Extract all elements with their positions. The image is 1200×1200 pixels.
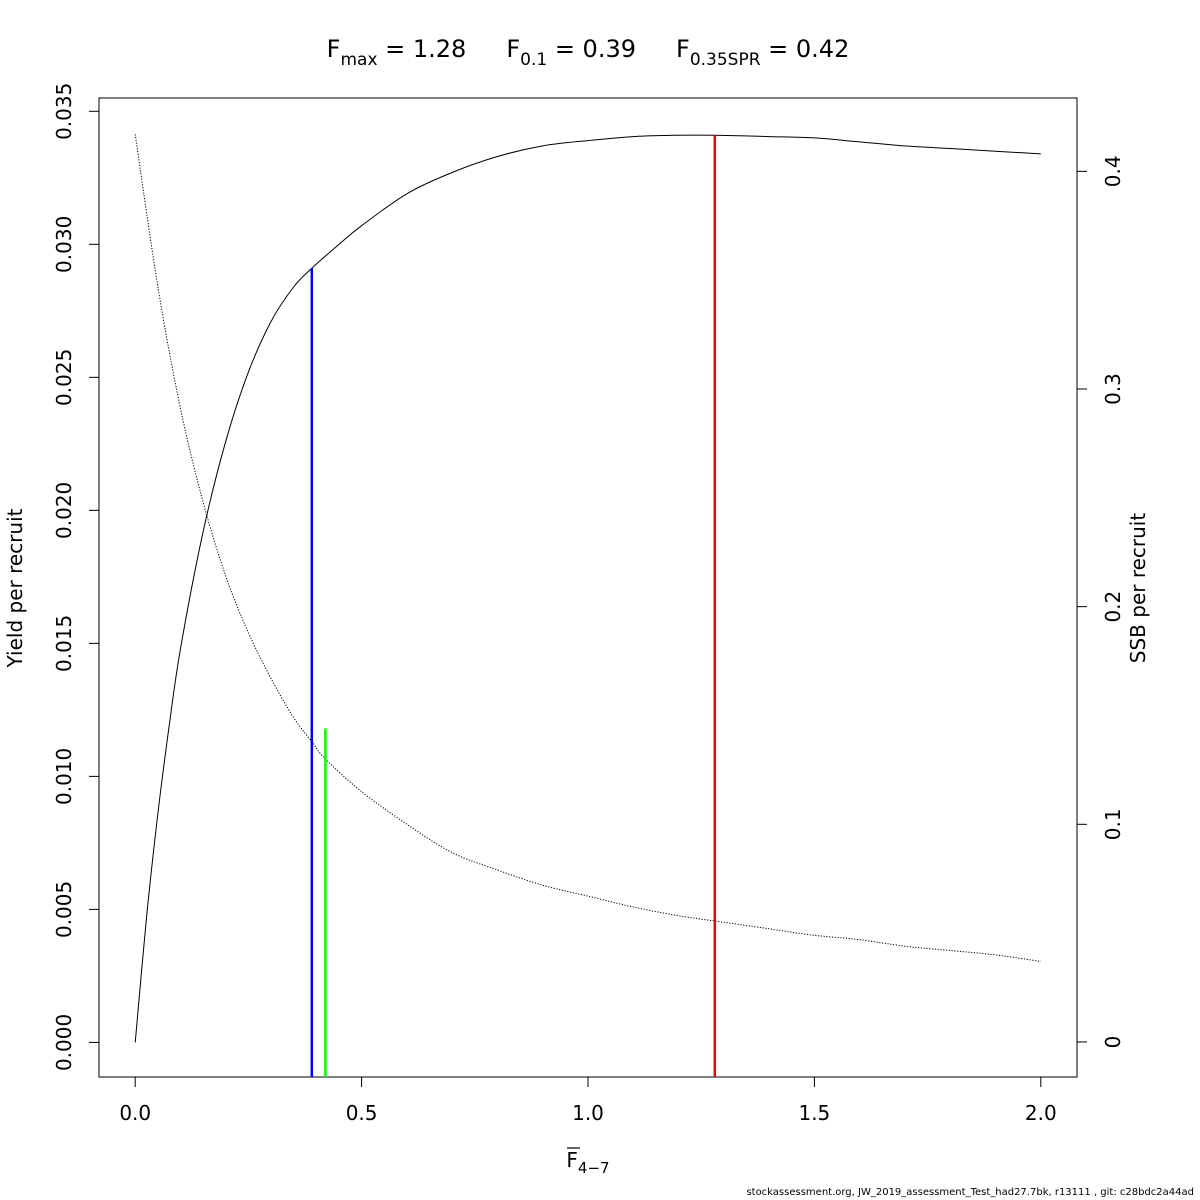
y-axis-right-label: SSB per recruit — [1126, 513, 1150, 664]
x-axis-label: F4−7 — [566, 1148, 609, 1177]
x-label-symbol: F — [566, 1148, 578, 1172]
yield-per-recruit-line — [134, 134, 1041, 1043]
series-layer — [134, 134, 1041, 1043]
y-right-tick-label: 0.4 — [1101, 155, 1125, 187]
title-subscript: max — [340, 50, 377, 70]
y-axis-left: 0.000 0.005 0.010 0.015 0.020 0.025 0.030 0.035 — [52, 83, 100, 1071]
y-left-tick-label: 0.005 — [52, 881, 76, 938]
y-left-tick-label: 0.030 — [52, 216, 76, 273]
x-tick-label: 0.5 — [346, 1101, 378, 1125]
x-axis: 0.0 0.5 1.0 1.5 2.0 — [119, 1076, 1057, 1125]
y-left-tick-label: 0.020 — [52, 482, 76, 539]
x-tick-label: 0.0 — [119, 1101, 151, 1125]
y-axis-left-label: Yield per recruit — [3, 508, 27, 668]
title-f-symbol: F — [327, 35, 341, 63]
y-left-tick-label: 0.015 — [52, 615, 76, 672]
title-value: = 1.28 — [378, 35, 467, 63]
reference-lines — [310, 135, 717, 1077]
x-label-subscript: 4−7 — [578, 1159, 610, 1177]
footer-credit: stockassessment.org, JW_2019_assessment_… — [746, 1187, 1194, 1198]
y-axis-right: 0 0.1 0.2 0.3 0.4 — [1076, 155, 1125, 1049]
title-value: = 0.42 — [761, 35, 850, 63]
y-right-tick-label: 0 — [1101, 1036, 1125, 1049]
y-left-tick-label: 0.035 — [52, 83, 76, 140]
x-tick-label: 1.0 — [572, 1101, 604, 1125]
title-subscript: 0.35SPR — [690, 50, 761, 70]
x-tick-label: 2.0 — [1025, 1101, 1057, 1125]
title-subscript: 0.1 — [520, 50, 547, 70]
y-left-tick-label: 0.000 — [52, 1014, 76, 1071]
plot-frame — [98, 97, 1078, 1078]
y-right-tick-label: 0.2 — [1101, 591, 1125, 623]
y-right-tick-label: 0.3 — [1101, 373, 1125, 405]
title-value: = 0.39 — [547, 35, 636, 63]
y-right-tick-label: 0.1 — [1101, 808, 1125, 840]
y-left-tick-label: 0.025 — [52, 349, 76, 406]
title-f-symbol: F — [506, 35, 520, 63]
y-left-tick-label: 0.010 — [52, 748, 76, 805]
chart-title: Fmax = 1.28 F0.1 = 0.39 F0.35SPR = 0.42 — [327, 35, 850, 70]
title-f-symbol: F — [676, 35, 690, 63]
ssb-per-recruit-line — [134, 134, 1041, 962]
x-tick-label: 1.5 — [798, 1101, 830, 1125]
